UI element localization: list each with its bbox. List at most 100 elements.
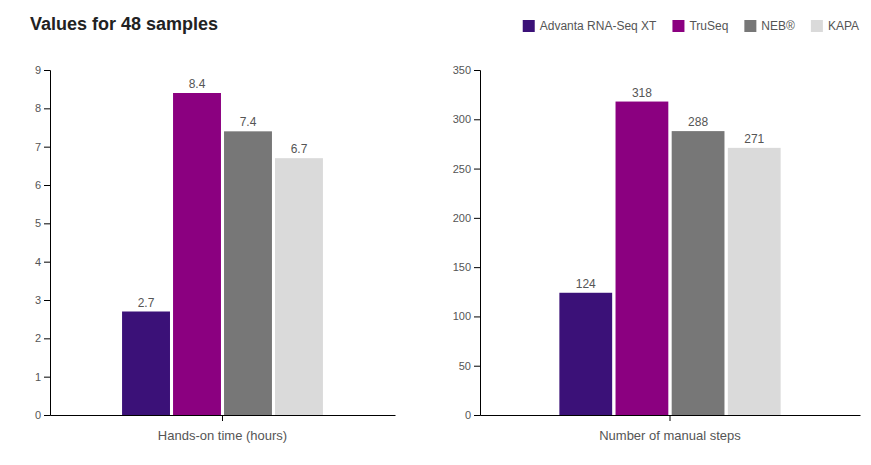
legend-item: Advanta RNA-Seq XT [523, 19, 657, 33]
y-tick-mark [474, 70, 480, 71]
legend-label: NEB® [761, 19, 795, 33]
bar [173, 93, 221, 415]
legend-item: KAPA [811, 19, 859, 33]
y-tick-label: 1 [35, 371, 41, 383]
y-tick-label: 50 [459, 360, 471, 372]
y-tick-label: 0 [35, 409, 41, 421]
y-tick: 350 [453, 64, 480, 76]
y-tick-label: 200 [453, 212, 471, 224]
data-label: 2.7 [138, 296, 155, 310]
y-tick: 9 [35, 64, 50, 76]
x-tick-label: Hands-on time (hours) [158, 428, 287, 443]
y-tick-label: 300 [453, 113, 471, 125]
bar [616, 102, 669, 415]
y-tick: 200 [453, 212, 480, 224]
y-tick-label: 3 [35, 294, 41, 306]
bars [122, 93, 323, 415]
legend-swatch [744, 20, 756, 32]
title: Values for 48 samples [30, 14, 218, 34]
y-tick-mark [44, 185, 50, 186]
legend: Advanta RNA-Seq XT TruSeq NEB® KAPA [523, 19, 859, 33]
y-tick-label: 7 [35, 141, 41, 153]
bar [275, 158, 323, 415]
x-tick-mark [670, 415, 671, 421]
y-axis: 0 1 2 3 4 5 6 7 8 9 [35, 64, 51, 421]
y-tick-label: 0 [465, 409, 471, 421]
y-axis-line [44, 71, 51, 416]
bar [224, 131, 272, 415]
y-tick: 4 [35, 256, 50, 268]
y-tick-mark [44, 338, 50, 339]
y-tick: 5 [35, 217, 50, 229]
legend-swatch [672, 20, 684, 32]
y-tick-label: 9 [35, 64, 41, 76]
y-tick-mark [44, 223, 50, 224]
data-label: 7.4 [240, 115, 257, 129]
legend-swatch [811, 20, 823, 32]
data-labels: 2.7 8.4 7.4 6.7 [138, 77, 308, 310]
data-label: 288 [688, 115, 708, 129]
y-tick: 3 [35, 294, 50, 306]
panel: 124 318 288 271 0 50 100 150 200 250 300 350 Number … [453, 64, 861, 443]
panel: 2.7 8.4 7.4 6.7 0 1 2 3 4 5 6 7 8 9 Hands-on time (hou… [35, 64, 396, 443]
y-tick: 0 [465, 409, 480, 421]
legend-item: TruSeq [672, 19, 728, 33]
bar [122, 312, 170, 416]
data-label: 318 [632, 86, 652, 100]
y-tick-mark [474, 119, 480, 120]
y-tick-mark [474, 218, 480, 219]
legend-label: KAPA [828, 19, 859, 33]
y-tick: 250 [453, 163, 480, 175]
y-tick: 150 [453, 261, 480, 273]
data-label: 6.7 [291, 142, 308, 156]
legend-swatch [523, 20, 535, 32]
y-tick-label: 250 [453, 163, 471, 175]
x-tick-mark [222, 415, 223, 421]
y-tick: 0 [35, 409, 50, 421]
bar [672, 131, 725, 415]
legend-item: NEB® [744, 19, 795, 33]
chart: Values for 48 samples Advanta RNA-Seq XT T… [0, 0, 871, 465]
x-axis: Number of manual steps [481, 415, 861, 443]
y-tick-label: 8 [35, 102, 41, 114]
data-label: 124 [576, 277, 596, 291]
legend-label: TruSeq [689, 19, 728, 33]
y-tick: 6 [35, 179, 50, 191]
y-tick-mark [474, 366, 480, 367]
y-tick: 300 [453, 113, 480, 125]
y-tick: 7 [35, 141, 50, 153]
y-tick-mark [44, 147, 50, 148]
y-tick-mark [44, 262, 50, 263]
x-tick: Hands-on time (hours) [158, 415, 287, 443]
y-tick-mark [44, 108, 50, 109]
y-tick-mark [44, 70, 50, 71]
y-tick-mark [474, 267, 480, 268]
bar [559, 293, 612, 415]
y-tick: 1 [35, 371, 50, 383]
y-tick-label: 350 [453, 64, 471, 76]
x-tick: Number of manual steps [599, 415, 741, 443]
bar [728, 148, 781, 415]
y-tick-mark [474, 316, 480, 317]
legend-label: Advanta RNA-Seq XT [540, 19, 657, 33]
y-tick-label: 4 [35, 256, 41, 268]
x-axis: Hands-on time (hours) [51, 415, 396, 443]
y-axis-line [474, 71, 481, 416]
y-tick-mark [474, 415, 480, 416]
y-tick: 8 [35, 102, 50, 114]
y-tick-label: 5 [35, 217, 41, 229]
y-tick-label: 2 [35, 332, 41, 344]
y-tick-mark [474, 169, 480, 170]
data-label: 271 [744, 132, 764, 146]
bars [559, 102, 780, 415]
y-tick-mark [44, 377, 50, 378]
data-labels: 124 318 288 271 [576, 86, 765, 291]
y-tick-label: 100 [453, 310, 471, 322]
y-tick-label: 150 [453, 261, 471, 273]
x-tick-label: Number of manual steps [599, 428, 741, 443]
data-label: 8.4 [189, 77, 206, 91]
y-tick-mark [44, 300, 50, 301]
y-tick: 100 [453, 310, 480, 322]
y-tick-label: 6 [35, 179, 41, 191]
y-tick: 50 [459, 360, 480, 372]
